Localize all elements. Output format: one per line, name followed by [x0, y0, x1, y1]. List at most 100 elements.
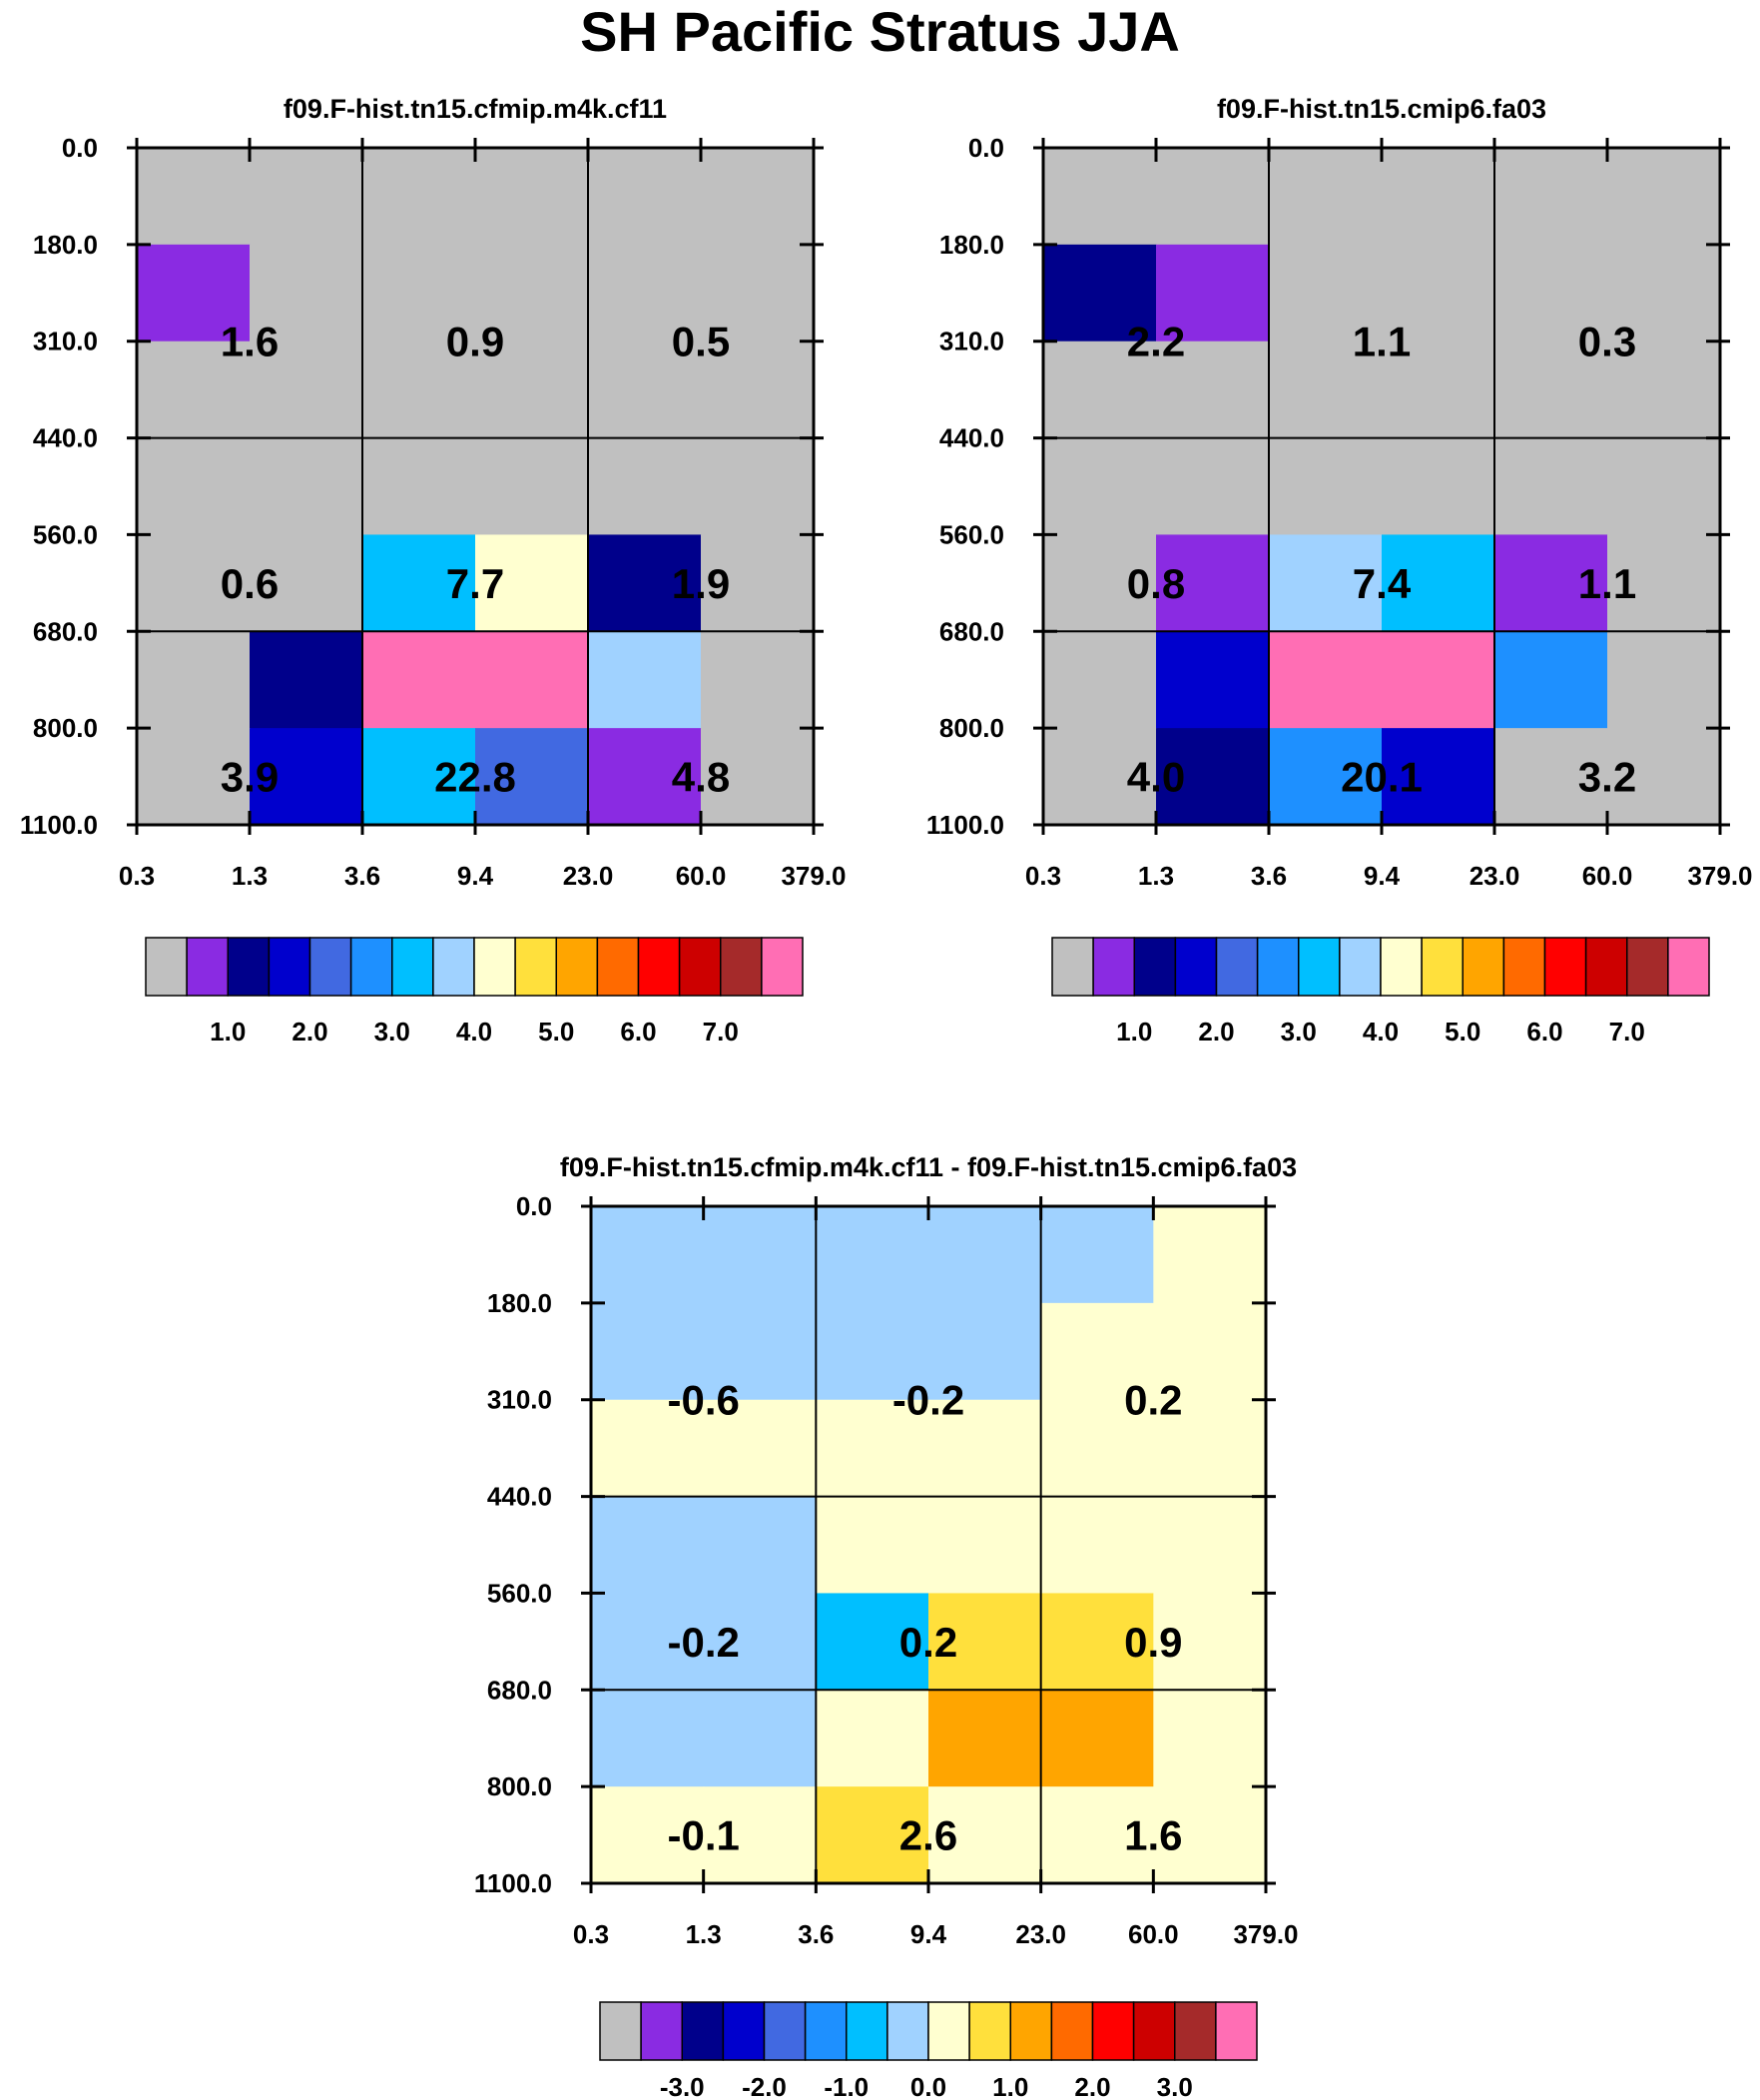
colorbar-box — [473, 937, 516, 997]
cell-value-label: 1.9 — [672, 560, 730, 607]
heatmap-cell — [703, 1593, 817, 1691]
colorbar-box — [1543, 937, 1587, 997]
colorbar: 1.0 2.0 3.0 4.0 5.0 6.0 7.0 — [1051, 937, 1710, 1047]
heatmap-cell — [1153, 1399, 1267, 1498]
cell-value-label: 1.6 — [221, 319, 279, 365]
heatmap-cell — [1156, 244, 1270, 343]
heatmap-cell — [1040, 1690, 1154, 1787]
colorbar-label: 1.0 — [210, 1017, 246, 1047]
y-tick-label: 0.0 — [516, 1191, 552, 1221]
colorbar-box — [599, 2001, 642, 2061]
x-tick-label: 23.0 — [1469, 861, 1520, 891]
heatmap-cell — [928, 1399, 1042, 1498]
heatmap-cell — [1382, 341, 1495, 439]
x-tick-label: 60.0 — [1128, 1919, 1179, 1949]
heatmap-cell — [816, 1593, 929, 1691]
cell-value-label: 0.9 — [1124, 1619, 1182, 1666]
heatmap-cell — [1153, 1593, 1267, 1691]
cell-value-label: 0.6 — [221, 560, 279, 607]
cell-value-label: 20.1 — [1341, 754, 1423, 801]
heatmap-cell — [137, 244, 251, 343]
colorbar-label: 7.0 — [703, 1017, 739, 1047]
heatmap-cell — [1382, 534, 1495, 632]
cell-value-label: 7.7 — [446, 560, 504, 607]
heatmap-cell — [1382, 631, 1495, 729]
heatmap-cell — [475, 244, 589, 343]
x-tick-label: 0.3 — [119, 861, 155, 891]
heatmap-cell — [1040, 1399, 1154, 1498]
heatmap-cell — [1382, 437, 1495, 535]
colorbar-box — [555, 937, 599, 997]
colorbar-box — [1667, 937, 1710, 997]
panel-1: f09.F-hist.tn15.cfmip.m4k.cf11 0.0 180.0 31… — [20, 94, 847, 1047]
heatmap-cell — [250, 534, 363, 632]
cell-value-label: 1.1 — [1353, 319, 1411, 365]
heatmap-cell — [1153, 1496, 1267, 1594]
panel-title: f09.F-hist.tn15.cfmip.m4k.cf11 - f09.F-h… — [560, 1152, 1297, 1182]
heatmap-cell — [362, 534, 476, 632]
heatmap-cell — [701, 631, 815, 729]
y-tick-label: 440.0 — [487, 1482, 552, 1512]
heatmap-cell — [137, 341, 251, 439]
y-tick-label: 0.0 — [62, 133, 98, 163]
colorbar-box — [1339, 937, 1382, 997]
colorbar-label: 3.0 — [1157, 2072, 1193, 2100]
cell-value-label: 0.9 — [446, 319, 504, 365]
heatmap-cell — [1269, 534, 1383, 632]
colorbar-box — [1462, 937, 1505, 997]
y-tick-label: 180.0 — [487, 1288, 552, 1318]
colorbar-box — [268, 937, 311, 997]
cell-value-label: 1.6 — [1124, 1812, 1182, 1859]
x-tick-label: 1.3 — [1138, 861, 1174, 891]
y-tick-label: 560.0 — [939, 519, 1004, 549]
x-tick-label: 1.3 — [686, 1919, 722, 1949]
heatmap-cell — [1156, 728, 1270, 826]
heatmap-cell — [137, 534, 251, 632]
heatmap-cell — [475, 148, 589, 246]
x-tick-label: 9.4 — [910, 1919, 947, 1949]
heatmap-cell — [1607, 534, 1721, 632]
heatmap-cell — [1043, 437, 1157, 535]
heatmap-cell — [1494, 631, 1608, 729]
heatmap-cell — [1382, 244, 1495, 343]
heatmap-cell — [1153, 1690, 1267, 1787]
heatmap-cell — [1153, 1786, 1267, 1884]
heatmap-cell — [701, 148, 815, 246]
colorbar-label: 0.0 — [910, 2072, 946, 2100]
colorbar-label: 3.0 — [1281, 1017, 1317, 1047]
y-tick-label: 440.0 — [939, 423, 1004, 453]
heatmap-cell — [1043, 728, 1157, 826]
colorbar-label: 6.0 — [1526, 1017, 1562, 1047]
heatmap-cell — [588, 728, 702, 826]
heatmap-cell — [703, 1302, 817, 1401]
cell-value-label: 0.3 — [1578, 319, 1636, 365]
cell-value-label: 1.1 — [1578, 560, 1636, 607]
heatmap-cell — [1494, 437, 1608, 535]
colorbar-label: 4.0 — [456, 1017, 492, 1047]
colorbar-box — [1215, 2001, 1258, 2061]
heatmap-cell — [1156, 534, 1270, 632]
x-tick-label: 60.0 — [1582, 861, 1633, 891]
heatmap-cell — [250, 631, 363, 729]
cell-value-label: 0.5 — [672, 319, 730, 365]
colorbar-box — [886, 2001, 929, 2061]
heatmap-cell — [250, 437, 363, 535]
heatmap-cell — [137, 728, 251, 826]
heatmap-cell — [1607, 631, 1721, 729]
colorbar-box — [145, 937, 188, 997]
cell-value-label: 2.6 — [899, 1812, 957, 1859]
heatmap-cell — [703, 1496, 817, 1594]
y-tick-label: 680.0 — [939, 616, 1004, 646]
x-tick-label: 23.0 — [1015, 1919, 1066, 1949]
colorbar-label: 2.0 — [1198, 1017, 1234, 1047]
heatmap-cell — [1269, 631, 1383, 729]
heatmap-cell — [591, 1786, 705, 1884]
heatmap-cell — [1269, 728, 1383, 826]
y-tick-label: 0.0 — [968, 133, 1004, 163]
heatmap-cell — [591, 1593, 705, 1691]
colorbar-label: 6.0 — [620, 1017, 656, 1047]
x-tick-label: 9.4 — [457, 861, 494, 891]
cell-value-label: 2.2 — [1127, 319, 1185, 365]
heatmap-cell — [1156, 437, 1270, 535]
heatmap-cell — [928, 1302, 1042, 1401]
